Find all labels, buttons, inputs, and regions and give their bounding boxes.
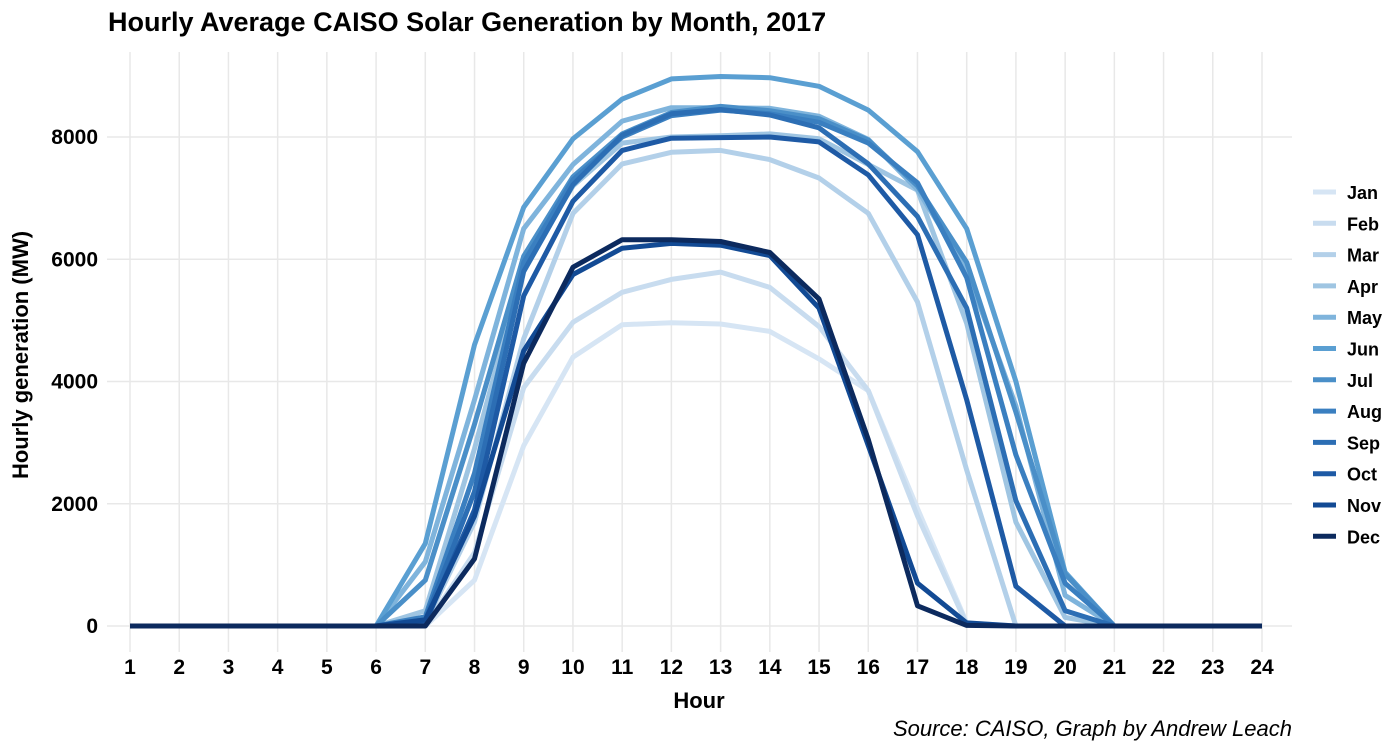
x-tick-label-8: 8	[469, 656, 481, 679]
chart-caption: Source: CAISO, Graph by Andrew Leach	[893, 716, 1292, 741]
series-line-jun	[130, 74, 1262, 629]
x-tick-label-13: 13	[709, 656, 732, 679]
x-tick-label-18: 18	[955, 656, 979, 679]
x-tick-label-9: 9	[518, 656, 530, 679]
x-tick-label-21: 21	[1103, 656, 1127, 679]
legend-label-nov: Nov	[1347, 496, 1381, 516]
legend-label-may: May	[1347, 308, 1382, 328]
legend-label-jul: Jul	[1347, 371, 1373, 391]
legend-label-jun: Jun	[1347, 340, 1379, 360]
series-line-nov	[130, 240, 1262, 629]
x-tick-label-20: 20	[1053, 656, 1076, 679]
legend-label-oct: Oct	[1347, 465, 1377, 485]
series-line-jan	[130, 320, 1262, 629]
y-tick-label-1: 0	[86, 615, 98, 638]
series-line-apr	[130, 131, 1262, 629]
y-axis-ticks: 0 2000 4000 6000 8000	[51, 126, 98, 638]
legend-label-apr: Apr	[1347, 277, 1378, 297]
y-axis-title: Hourly generation (MW)	[8, 231, 33, 479]
x-tick-label-4: 4	[272, 656, 284, 679]
x-tick-label-22: 22	[1152, 656, 1175, 679]
x-tick-label-14: 14	[758, 656, 782, 679]
x-tick-label-17: 17	[906, 656, 929, 679]
x-tick-label-2: 2	[173, 656, 185, 679]
series-line-aug	[130, 107, 1262, 629]
chart-title: Hourly Average CAISO Solar Generation by…	[108, 7, 826, 37]
x-tick-label-23: 23	[1201, 656, 1224, 679]
y-tick-label-3: 4000	[51, 371, 98, 394]
series-line-jul	[130, 103, 1262, 629]
legend-label-feb: Feb	[1347, 214, 1379, 234]
x-tick-label-24: 24	[1250, 656, 1274, 679]
x-tick-label-19: 19	[1004, 656, 1027, 679]
x-tick-label-12: 12	[660, 656, 683, 679]
grid	[107, 52, 1292, 652]
x-tick-label-1: 1	[124, 656, 136, 679]
series-line-mar	[130, 147, 1262, 629]
y-tick-label-4: 6000	[51, 248, 98, 271]
series-line-dec	[130, 237, 1262, 629]
legend-label-jan: Jan	[1347, 183, 1378, 203]
legend: Jan Feb Mar Apr May Jun Jul Aug Sep Oct Nov Dec	[1313, 183, 1382, 547]
legend-label-aug: Aug	[1347, 402, 1382, 422]
series-lines	[130, 74, 1262, 629]
x-tick-label-10: 10	[561, 656, 584, 679]
x-tick-label-7: 7	[419, 656, 431, 679]
x-axis-ticks: 1 2 3 4 5 6 7 8 9 10 11 12 13 14 15 16 17 18 19 20 21 22 23 24	[124, 656, 1274, 679]
x-tick-label-15: 15	[807, 656, 831, 679]
y-tick-label-2: 2000	[51, 493, 98, 516]
x-tick-label-16: 16	[857, 656, 880, 679]
series-line-sep	[130, 107, 1262, 629]
x-axis-title: Hour	[673, 688, 725, 713]
y-tick-label-5: 8000	[51, 126, 98, 149]
x-tick-label-3: 3	[223, 656, 235, 679]
x-tick-label-5: 5	[321, 656, 333, 679]
series-line-may	[130, 105, 1262, 629]
x-tick-label-6: 6	[370, 656, 382, 679]
legend-label-dec: Dec	[1347, 527, 1380, 547]
legend-label-mar: Mar	[1347, 246, 1379, 266]
legend-label-sep: Sep	[1347, 433, 1380, 453]
x-tick-label-11: 11	[611, 656, 634, 679]
